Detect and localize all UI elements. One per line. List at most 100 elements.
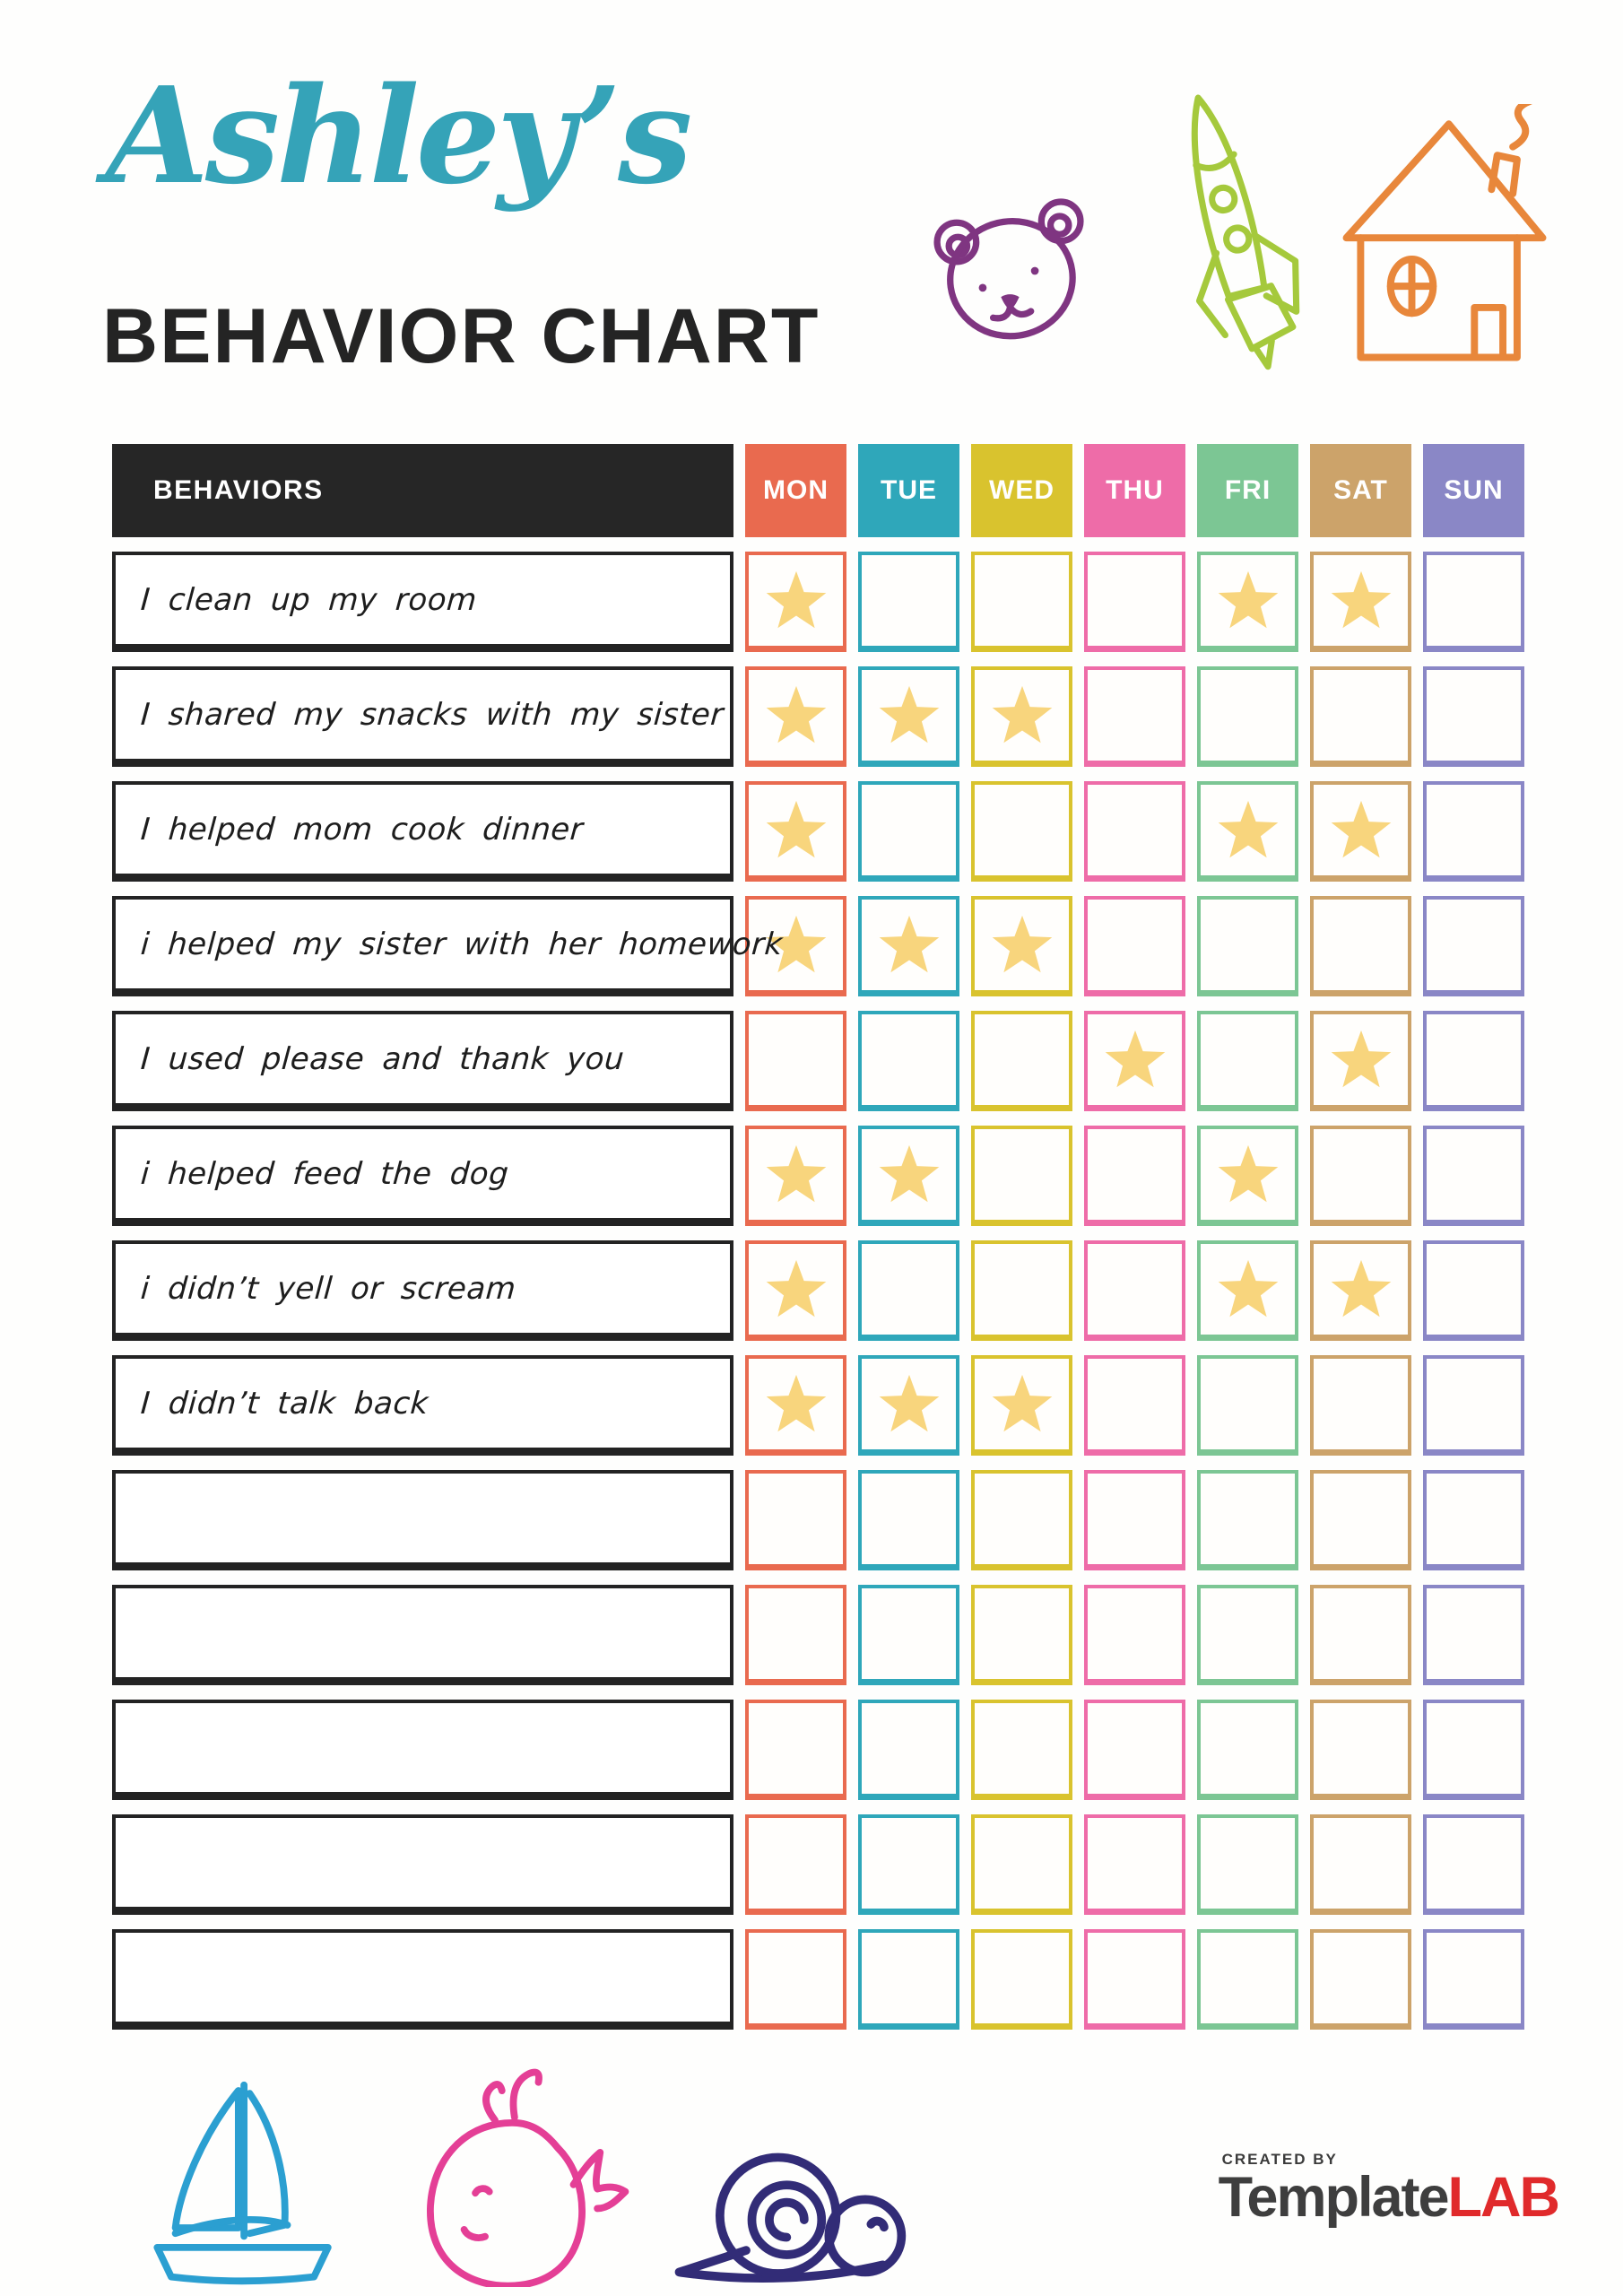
star-icon — [1331, 1030, 1391, 1087]
day-cell-sat-row11[interactable] — [1310, 1700, 1411, 1800]
day-cell-mon-row1[interactable] — [745, 552, 846, 652]
day-cell-sun-row1[interactable] — [1423, 552, 1524, 652]
day-cell-mon-row5[interactable] — [745, 1011, 846, 1111]
day-cell-mon-row8[interactable] — [745, 1355, 846, 1456]
star-icon — [1218, 800, 1278, 857]
day-cell-sun-row13[interactable] — [1423, 1929, 1524, 2030]
day-cell-wed-row9[interactable] — [971, 1470, 1072, 1570]
day-cell-sun-row3[interactable] — [1423, 781, 1524, 882]
day-cell-thu-row8[interactable] — [1084, 1355, 1185, 1456]
day-cell-wed-row1[interactable] — [971, 552, 1072, 652]
day-cell-wed-row10[interactable] — [971, 1585, 1072, 1685]
day-cell-fri-row5[interactable] — [1197, 1011, 1298, 1111]
day-cell-mon-row13[interactable] — [745, 1929, 846, 2030]
day-cell-thu-row7[interactable] — [1084, 1240, 1185, 1341]
day-cell-sun-row8[interactable] — [1423, 1355, 1524, 1456]
day-cell-thu-row6[interactable] — [1084, 1126, 1185, 1226]
day-cell-thu-row4[interactable] — [1084, 896, 1185, 996]
day-cell-wed-row2[interactable] — [971, 666, 1072, 767]
behavior-label-box-row11 — [112, 1700, 733, 1800]
day-cell-wed-row12[interactable] — [971, 1814, 1072, 1915]
behavior-label: I clean up my room — [139, 581, 479, 618]
day-cell-fri-row2[interactable] — [1197, 666, 1298, 767]
day-cell-thu-row3[interactable] — [1084, 781, 1185, 882]
day-cell-sat-row5[interactable] — [1310, 1011, 1411, 1111]
day-cell-fri-row7[interactable] — [1197, 1240, 1298, 1341]
day-cell-fri-row9[interactable] — [1197, 1470, 1298, 1570]
day-cell-sat-row7[interactable] — [1310, 1240, 1411, 1341]
day-cell-fri-row4[interactable] — [1197, 896, 1298, 996]
day-cell-wed-row13[interactable] — [971, 1929, 1072, 2030]
day-cell-sat-row9[interactable] — [1310, 1470, 1411, 1570]
day-cell-sun-row6[interactable] — [1423, 1126, 1524, 1226]
day-cell-thu-row11[interactable] — [1084, 1700, 1185, 1800]
day-cell-sat-row12[interactable] — [1310, 1814, 1411, 1915]
day-cell-fri-row11[interactable] — [1197, 1700, 1298, 1800]
day-cell-mon-row6[interactable] — [745, 1126, 846, 1226]
day-cell-mon-row4[interactable] — [745, 896, 846, 996]
day-cell-sun-row12[interactable] — [1423, 1814, 1524, 1915]
day-cell-tue-row10[interactable] — [858, 1585, 959, 1685]
brand-lab-text: LAB — [1447, 2166, 1560, 2229]
star-icon — [992, 1374, 1052, 1431]
day-cell-fri-row6[interactable] — [1197, 1126, 1298, 1226]
day-cell-thu-row1[interactable] — [1084, 552, 1185, 652]
day-cell-fri-row1[interactable] — [1197, 552, 1298, 652]
star-icon — [879, 1374, 939, 1431]
day-cell-sat-row4[interactable] — [1310, 896, 1411, 996]
star-icon — [1331, 800, 1391, 857]
day-cell-thu-row13[interactable] — [1084, 1929, 1185, 2030]
day-cell-sun-row4[interactable] — [1423, 896, 1524, 996]
day-cell-tue-row5[interactable] — [858, 1011, 959, 1111]
day-cell-tue-row11[interactable] — [858, 1700, 959, 1800]
day-cell-tue-row1[interactable] — [858, 552, 959, 652]
day-cell-sat-row3[interactable] — [1310, 781, 1411, 882]
day-cell-fri-row10[interactable] — [1197, 1585, 1298, 1685]
day-cell-sun-row11[interactable] — [1423, 1700, 1524, 1800]
day-cell-thu-row2[interactable] — [1084, 666, 1185, 767]
day-cell-tue-row4[interactable] — [858, 896, 959, 996]
day-cell-sat-row10[interactable] — [1310, 1585, 1411, 1685]
day-cell-wed-row5[interactable] — [971, 1011, 1072, 1111]
day-cell-mon-row3[interactable] — [745, 781, 846, 882]
day-cell-sun-row9[interactable] — [1423, 1470, 1524, 1570]
day-cell-tue-row9[interactable] — [858, 1470, 959, 1570]
day-cell-thu-row12[interactable] — [1084, 1814, 1185, 1915]
day-cell-sun-row2[interactable] — [1423, 666, 1524, 767]
day-cell-fri-row12[interactable] — [1197, 1814, 1298, 1915]
day-cell-thu-row5[interactable] — [1084, 1011, 1185, 1111]
day-cell-mon-row11[interactable] — [745, 1700, 846, 1800]
day-cell-wed-row11[interactable] — [971, 1700, 1072, 1800]
day-cell-sun-row10[interactable] — [1423, 1585, 1524, 1685]
day-cell-tue-row3[interactable] — [858, 781, 959, 882]
day-cell-fri-row13[interactable] — [1197, 1929, 1298, 2030]
day-cell-sun-row7[interactable] — [1423, 1240, 1524, 1341]
day-cell-wed-row7[interactable] — [971, 1240, 1072, 1341]
day-cell-sat-row13[interactable] — [1310, 1929, 1411, 2030]
rocket-icon — [1113, 66, 1350, 395]
day-cell-tue-row6[interactable] — [858, 1126, 959, 1226]
day-cell-mon-row10[interactable] — [745, 1585, 846, 1685]
day-cell-sat-row2[interactable] — [1310, 666, 1411, 767]
day-cell-mon-row12[interactable] — [745, 1814, 846, 1915]
day-cell-wed-row8[interactable] — [971, 1355, 1072, 1456]
day-cell-mon-row9[interactable] — [745, 1470, 846, 1570]
day-cell-mon-row2[interactable] — [745, 666, 846, 767]
day-cell-thu-row10[interactable] — [1084, 1585, 1185, 1685]
day-cell-tue-row2[interactable] — [858, 666, 959, 767]
day-cell-wed-row6[interactable] — [971, 1126, 1072, 1226]
day-cell-tue-row8[interactable] — [858, 1355, 959, 1456]
day-cell-sat-row8[interactable] — [1310, 1355, 1411, 1456]
day-cell-mon-row7[interactable] — [745, 1240, 846, 1341]
day-cell-wed-row4[interactable] — [971, 896, 1072, 996]
day-cell-sat-row6[interactable] — [1310, 1126, 1411, 1226]
day-cell-sun-row5[interactable] — [1423, 1011, 1524, 1111]
day-cell-fri-row8[interactable] — [1197, 1355, 1298, 1456]
day-cell-thu-row9[interactable] — [1084, 1470, 1185, 1570]
day-cell-tue-row7[interactable] — [858, 1240, 959, 1341]
day-cell-tue-row13[interactable] — [858, 1929, 959, 2030]
day-cell-fri-row3[interactable] — [1197, 781, 1298, 882]
day-cell-sat-row1[interactable] — [1310, 552, 1411, 652]
day-cell-tue-row12[interactable] — [858, 1814, 959, 1915]
day-cell-wed-row3[interactable] — [971, 781, 1072, 882]
